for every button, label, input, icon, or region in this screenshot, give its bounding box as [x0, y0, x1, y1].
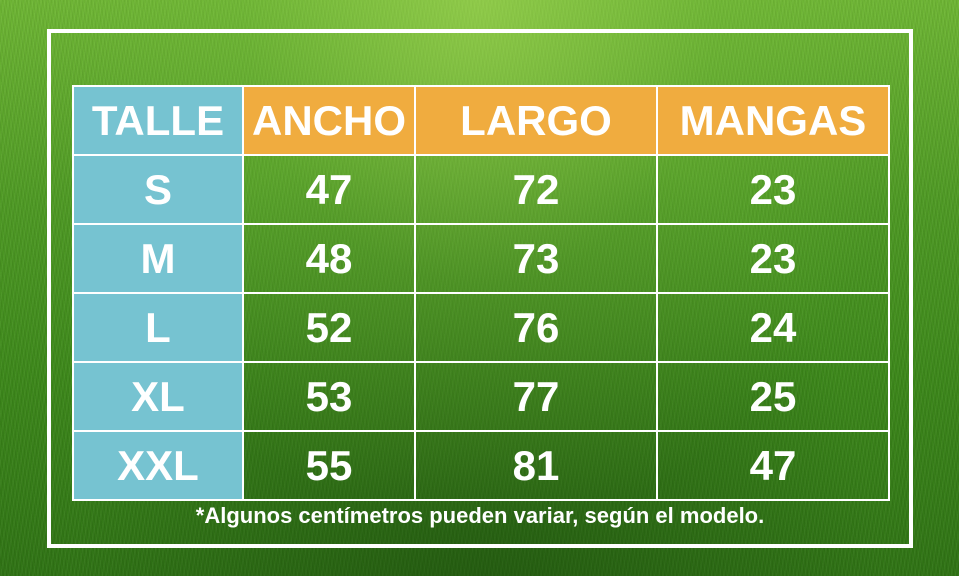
table-row: XL 53 77 25: [72, 361, 890, 432]
largo-cell: 76: [414, 292, 658, 363]
mangas-cell: 25: [656, 361, 890, 432]
table-row: S 47 72 23: [72, 154, 890, 225]
table-row: XXL 55 81 47: [72, 430, 890, 501]
header-largo: LARGO: [414, 85, 658, 156]
table-row: L 52 76 24: [72, 292, 890, 363]
footnote: *Algunos centímetros pueden variar, segú…: [195, 503, 765, 528]
header-mangas: MANGAS: [656, 85, 890, 156]
table-header-row: TALLE ANCHO LARGO MANGAS: [72, 85, 890, 156]
header-ancho: ANCHO: [242, 85, 416, 156]
ancho-cell: 52: [242, 292, 416, 363]
mangas-cell: 23: [656, 154, 890, 225]
size-chart-table: TALLE ANCHO LARGO MANGAS S 47 72 23 M 48…: [72, 85, 890, 501]
ancho-cell: 53: [242, 361, 416, 432]
largo-cell: 77: [414, 361, 658, 432]
mangas-cell: 23: [656, 223, 890, 294]
largo-cell: 73: [414, 223, 658, 294]
header-talle: TALLE: [72, 85, 244, 156]
mangas-cell: 24: [656, 292, 890, 363]
table-row: M 48 73 23: [72, 223, 890, 294]
ancho-cell: 48: [242, 223, 416, 294]
size-cell: XXL: [72, 430, 244, 501]
largo-cell: 72: [414, 154, 658, 225]
outer-frame: [47, 29, 913, 548]
ancho-cell: 47: [242, 154, 416, 225]
size-cell: XL: [72, 361, 244, 432]
size-cell: S: [72, 154, 244, 225]
ancho-cell: 55: [242, 430, 416, 501]
mangas-cell: 47: [656, 430, 890, 501]
largo-cell: 81: [414, 430, 658, 501]
size-cell: M: [72, 223, 244, 294]
size-cell: L: [72, 292, 244, 363]
